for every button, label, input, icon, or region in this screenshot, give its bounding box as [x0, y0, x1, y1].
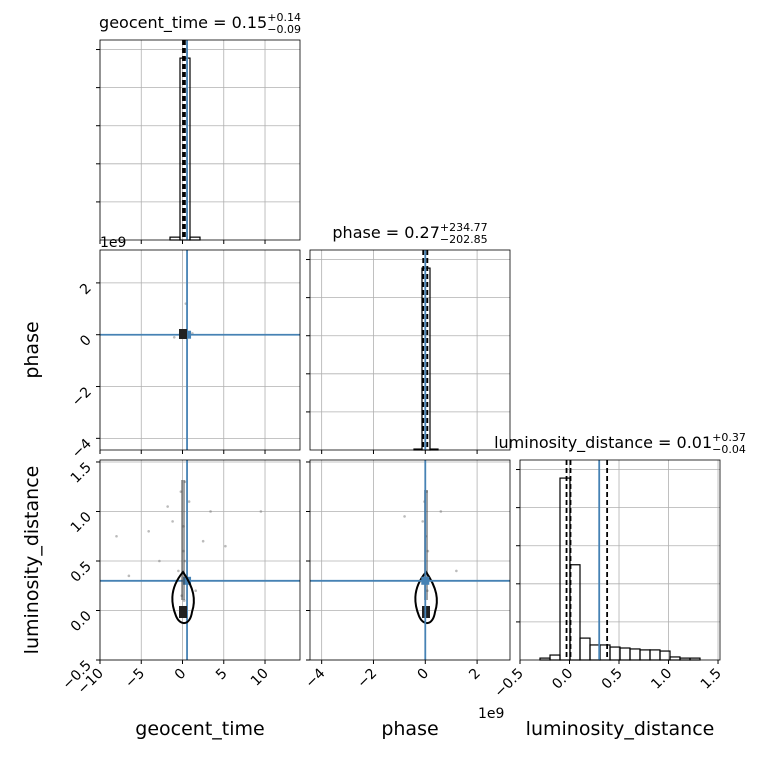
- contour: [414, 570, 438, 624]
- y-axis-label: phase: [21, 321, 43, 378]
- panel-title: geocent_time = 0.15+0.14 −0.09: [99, 11, 301, 36]
- dense-core: [181, 480, 185, 600]
- sample-point: [224, 544, 227, 548]
- sample-point: [180, 594, 183, 597]
- y-axis-label: luminosity_distance: [21, 466, 43, 655]
- panel-frame: [519, 459, 721, 661]
- sample-point: [421, 520, 424, 523]
- y-offset-text: 1e9: [100, 235, 126, 251]
- sample-point: [194, 589, 198, 592]
- sample-point: [426, 549, 430, 553]
- sample-point: [115, 534, 118, 538]
- sample-point: [182, 525, 185, 528]
- x-axis-label: luminosity_distance: [526, 718, 715, 740]
- panel-frame: [99, 249, 301, 451]
- dense-core: [179, 329, 187, 339]
- title-text: luminosity_distance = 0.01: [494, 433, 712, 453]
- sample-point: [439, 510, 443, 513]
- sample-point: [127, 574, 131, 578]
- truth-marker: [421, 576, 430, 585]
- title-lower: −202.85: [440, 233, 488, 246]
- truth-marker: [183, 330, 192, 339]
- sample-point: [158, 559, 161, 563]
- sample-point: [403, 515, 406, 518]
- sample-point: [182, 549, 185, 553]
- panel-title: phase = 0.27+234.77 −202.85: [332, 221, 487, 246]
- sample-point: [183, 480, 187, 484]
- sample-point: [426, 589, 429, 592]
- dense-core: [179, 606, 187, 618]
- sample-point: [179, 490, 183, 493]
- sample-point: [147, 529, 150, 533]
- title-text: phase = 0.27: [332, 223, 439, 242]
- title-upper: +234.77: [440, 221, 488, 234]
- x-offset-text: 1e9: [478, 706, 504, 722]
- panel-frame: [309, 249, 511, 451]
- sample-point: [201, 539, 205, 543]
- sample-point: [182, 599, 186, 602]
- sample-point: [187, 500, 191, 503]
- x-axis-label: phase: [381, 718, 438, 740]
- sample-point: [172, 336, 176, 339]
- sample-point: [177, 569, 180, 573]
- sample-point: [455, 569, 458, 573]
- sample-point: [171, 520, 174, 523]
- x-axis-label: geocent_time: [135, 718, 264, 740]
- sample-point: [166, 505, 169, 508]
- panel-frame: [99, 39, 301, 241]
- sample-point: [259, 510, 263, 513]
- contour: [171, 570, 195, 624]
- panel-title: luminosity_distance = 0.01+0.37 −0.04: [494, 431, 746, 456]
- sample-point: [183, 559, 187, 563]
- truth-marker: [183, 576, 192, 585]
- sample-point: [209, 510, 212, 513]
- title-text: geocent_time = 0.15: [99, 13, 267, 33]
- title-lower: −0.09: [267, 23, 301, 36]
- panel-frame: [309, 459, 511, 661]
- title-upper: +0.14: [267, 11, 301, 24]
- title-upper: +0.37: [712, 431, 746, 444]
- title-lower: −0.04: [712, 443, 746, 456]
- panel-frame: [99, 459, 301, 661]
